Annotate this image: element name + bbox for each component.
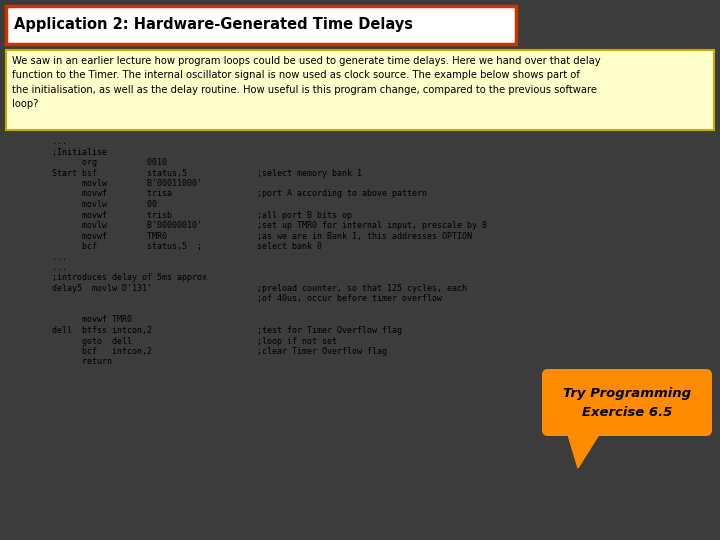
- Text: Application 2: Hardware-Generated Time Delays: Application 2: Hardware-Generated Time D…: [14, 17, 413, 32]
- Text: ...: ...: [12, 253, 67, 261]
- Text: We saw in an earlier lecture how program loops could be used to generate time de: We saw in an earlier lecture how program…: [12, 56, 600, 109]
- Text: movwf TMR0: movwf TMR0: [12, 315, 132, 325]
- Text: ...: ...: [12, 137, 67, 146]
- Text: goto  dell                         ;loop if not set: goto dell ;loop if not set: [12, 336, 337, 346]
- FancyBboxPatch shape: [6, 6, 516, 44]
- FancyBboxPatch shape: [6, 50, 714, 130]
- Text: movwf        trisa                 ;port A according to above pattern: movwf trisa ;port A according to above p…: [12, 190, 427, 199]
- Text: movlw        00: movlw 00: [12, 200, 157, 209]
- Text: Start bsf          status,5              ;select memory bank 1: Start bsf status,5 ;select memory bank 1: [12, 168, 362, 178]
- Text: bcf   intcon,2                     ;clear Timer Overflow flag: bcf intcon,2 ;clear Timer Overflow flag: [12, 347, 387, 356]
- Text: delay5  movlw D'131'                     ;preload counter, so that 125 cycles, e: delay5 movlw D'131' ;preload counter, so…: [12, 284, 467, 293]
- Text: Try Programming
Exercise 6.5: Try Programming Exercise 6.5: [563, 387, 691, 418]
- Text: ;Initialise: ;Initialise: [12, 147, 107, 157]
- Text: movwf        TMR0                  ;as we are in Bank 1, this addresses OPTION: movwf TMR0 ;as we are in Bank 1, this ad…: [12, 232, 472, 240]
- Text: dell  btfss intcon,2                     ;test for Timer Overflow flag: dell btfss intcon,2 ;test for Timer Over…: [12, 326, 402, 335]
- FancyBboxPatch shape: [542, 369, 712, 436]
- Text: ;of 40us, occur before timer overflow: ;of 40us, occur before timer overflow: [12, 294, 442, 303]
- Text: ...: ...: [12, 263, 67, 272]
- Text: org          0010: org 0010: [12, 158, 167, 167]
- Text: movlw        B'00000010'           ;set up TMR0 for internal input, prescale by : movlw B'00000010' ;set up TMR0 for inter…: [12, 221, 487, 230]
- Polygon shape: [566, 428, 603, 468]
- Text: ;introduces delay of 5ms approx: ;introduces delay of 5ms approx: [12, 273, 207, 282]
- Text: bcf          status,5  ;           select bank 0: bcf status,5 ; select bank 0: [12, 242, 322, 251]
- Text: return: return: [12, 357, 112, 367]
- Text: movlw        B'00011000': movlw B'00011000': [12, 179, 202, 188]
- Text: movwf        trisb                 ;all port B bits op: movwf trisb ;all port B bits op: [12, 211, 352, 219]
